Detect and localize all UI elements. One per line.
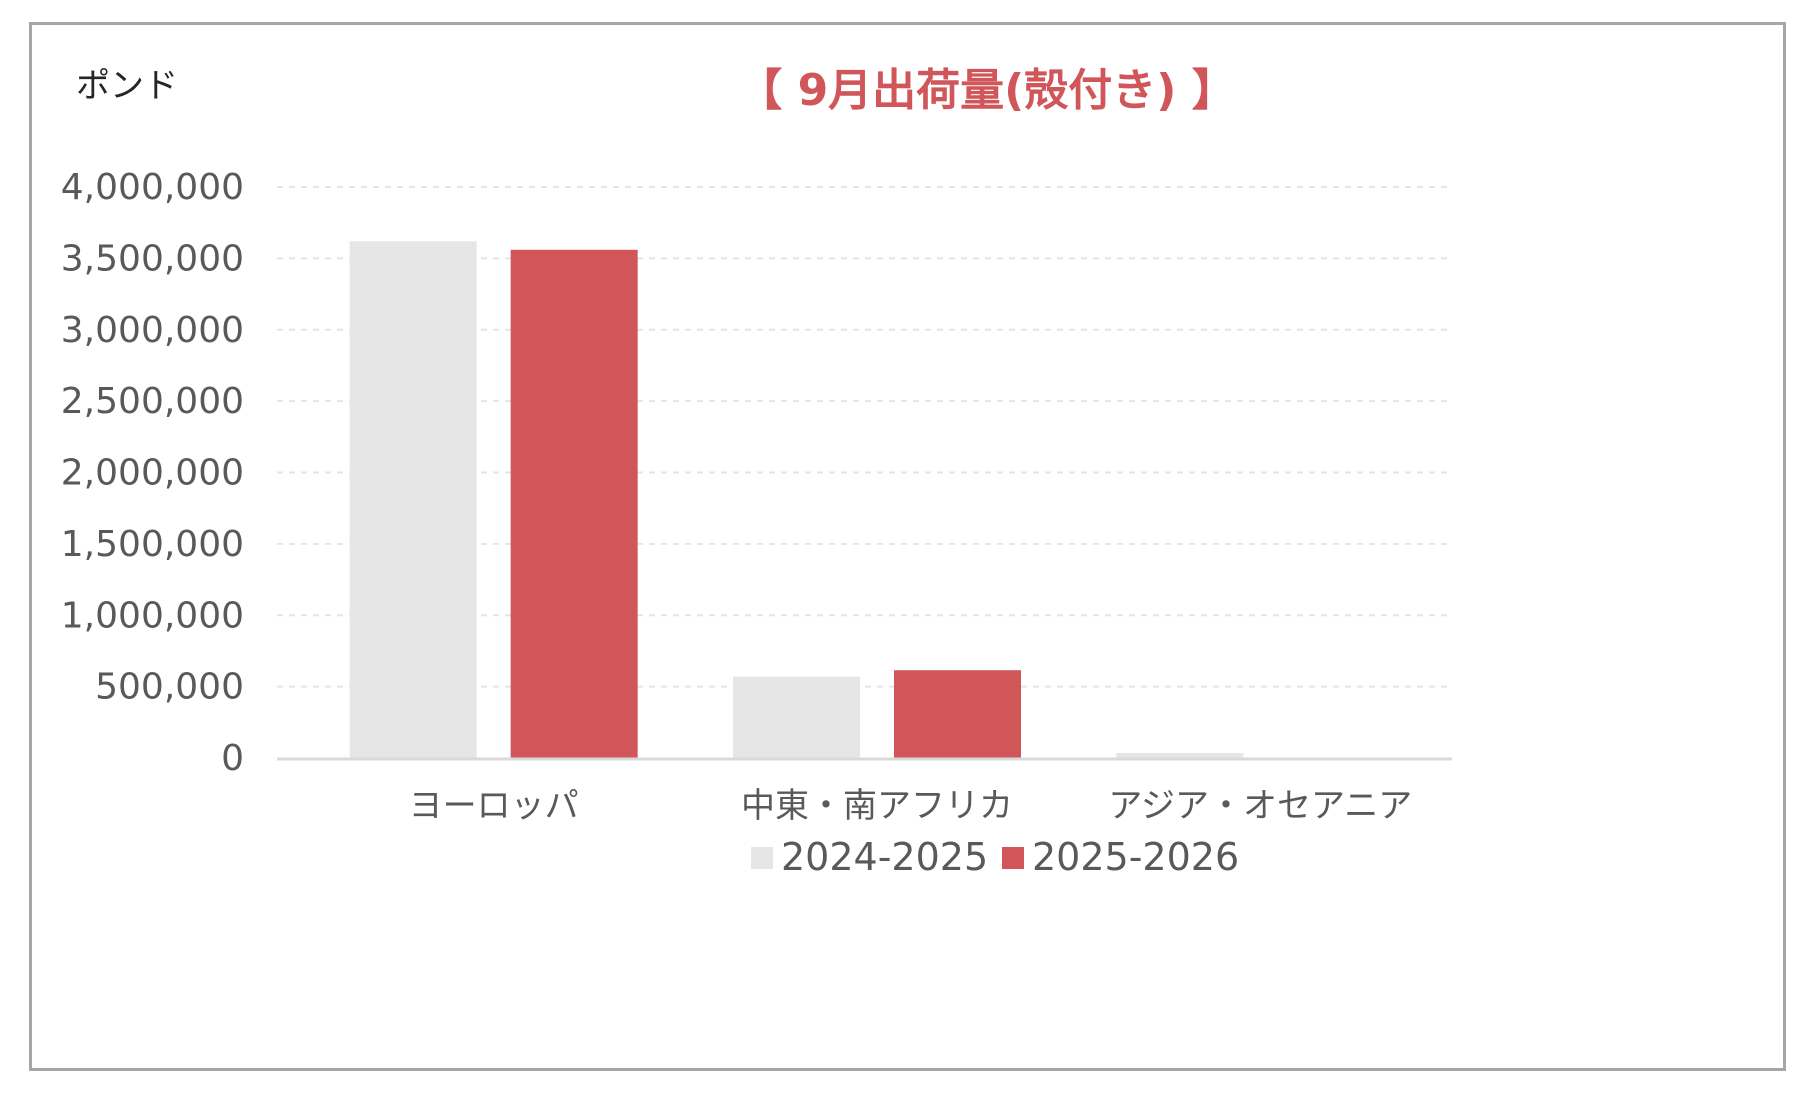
- chart-title: 【 9月出荷量(殻付き) 】: [738, 65, 1235, 116]
- y-tick-label: 0: [221, 738, 244, 779]
- bar: [1116, 753, 1244, 758]
- y-axis-ticks: 0 500,000 1,000,000 1,500,000 2,000,000 2,500…: [61, 167, 244, 779]
- legend-label: 2025-2026: [1032, 835, 1239, 879]
- chart-frame: 【 9月出荷量(殻付き) 】 ポンド 0 500,000 1,000,000 1,50…: [29, 22, 1786, 1071]
- x-tick-label: 中東・南アフリカ: [741, 786, 1013, 826]
- y-tick-label: 1,000,000: [61, 595, 244, 636]
- y-axis-unit-label: ポンド: [76, 66, 178, 106]
- bar: [349, 241, 477, 758]
- legend: 2024-2025 2025-2026: [751, 835, 1239, 879]
- y-tick-label: 3,000,000: [61, 310, 244, 351]
- bar-chart: 【 9月出荷量(殻付き) 】 ポンド 0 500,000 1,000,000 1,50…: [61, 65, 1452, 879]
- legend-swatch: [1002, 847, 1024, 869]
- bar: [733, 676, 860, 758]
- y-tick-label: 2,000,000: [61, 453, 244, 494]
- bars: [349, 241, 1244, 758]
- bar: [894, 670, 1021, 758]
- y-tick-label: 2,500,000: [61, 381, 244, 422]
- x-tick-label: ヨーロッパ: [409, 786, 579, 826]
- legend-swatch: [751, 847, 773, 869]
- y-tick-label: 4,000,000: [61, 167, 244, 208]
- y-tick-label: 500,000: [95, 667, 244, 708]
- y-tick-label: 1,500,000: [61, 524, 244, 565]
- y-tick-label: 3,500,000: [61, 238, 244, 279]
- bar: [510, 249, 638, 758]
- x-axis-categories: ヨーロッパ 中東・南アフリカ アジア・オセアニア: [409, 786, 1413, 826]
- legend-label: 2024-2025: [781, 835, 988, 879]
- x-tick-label: アジア・オセアニア: [1108, 786, 1412, 826]
